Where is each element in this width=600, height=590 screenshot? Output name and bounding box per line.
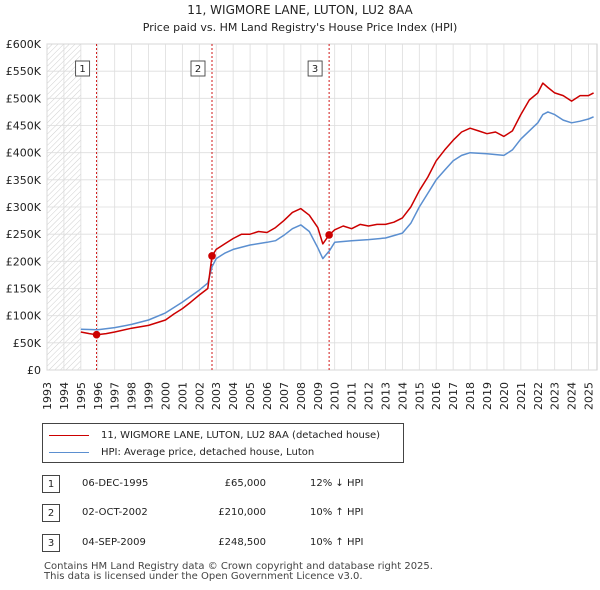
chart-subtitle: Price paid vs. HM Land Registry's House … bbox=[143, 21, 458, 34]
x-tick-label: 2014 bbox=[396, 382, 409, 410]
property-price-line bbox=[80, 82, 594, 336]
x-tick-label: 2019 bbox=[481, 382, 494, 410]
x-tick-label: 2001 bbox=[176, 382, 189, 410]
x-tick-label: 2024 bbox=[566, 382, 579, 410]
sale-label-box bbox=[190, 60, 206, 77]
x-axis: 1993 1994 1995 1996 1997 1998 1999 2000 2001 2002… bbox=[41, 382, 596, 410]
chart-title: 11, WIGMORE LANE, LUTON, LU2 8AA bbox=[187, 3, 413, 17]
x-tick-label: 2006 bbox=[261, 382, 274, 410]
sale-date: 02-OCT-2002 bbox=[82, 507, 148, 518]
x-tick-label: 1998 bbox=[126, 382, 139, 410]
sale-vlines: 1 2 3 bbox=[75, 44, 330, 370]
y-tick-label: £0 bbox=[27, 364, 41, 377]
x-tick-label: 2004 bbox=[227, 382, 240, 410]
x-tick-label: 2016 bbox=[430, 382, 443, 410]
x-tick-label: 2018 bbox=[464, 382, 477, 410]
y-tick-label: £350K bbox=[6, 174, 42, 187]
sale-price: £210,000 bbox=[218, 507, 266, 518]
sale-hpi-diff: 10% ↑ HPI bbox=[310, 507, 364, 518]
y-tick-label: £600K bbox=[6, 38, 42, 51]
x-tick-label: 2003 bbox=[210, 382, 223, 410]
x-tick-label: 2002 bbox=[193, 382, 206, 410]
legend-swatch-hpi bbox=[49, 451, 89, 453]
x-tick-label: 1994 bbox=[58, 382, 71, 410]
sale-date: 04-SEP-2009 bbox=[82, 537, 146, 548]
sale-number-badge: 1 bbox=[42, 475, 60, 493]
legend-label-hpi: HPI: Average price, detached house, Luto… bbox=[101, 446, 315, 458]
x-tick-label: 2008 bbox=[295, 382, 308, 410]
y-axis: £0 £50K £100K £150K £200K £250K £300K £350K £400… bbox=[6, 38, 42, 377]
y-tick-label: £200K bbox=[6, 255, 42, 268]
sale-point bbox=[92, 330, 101, 339]
sale-row: 1 06-DEC-1995 £65,000 12% ↓ HPI bbox=[42, 475, 442, 495]
sale-number-badge: 3 bbox=[42, 534, 60, 552]
footer: Contains HM Land Registry data © Crown c… bbox=[44, 562, 433, 582]
sale-price: £248,500 bbox=[218, 537, 266, 548]
sale-label-box bbox=[75, 60, 91, 77]
x-tick-label: 2009 bbox=[312, 382, 325, 410]
x-tick-label: 2020 bbox=[498, 382, 511, 410]
x-tick-label: 2011 bbox=[346, 382, 359, 410]
legend-item-hpi: HPI: Average price, detached house, Luto… bbox=[49, 444, 314, 460]
legend-item-property: 11, WIGMORE LANE, LUTON, LU2 8AA (detach… bbox=[49, 427, 380, 443]
sale-row: 2 02-OCT-2002 £210,000 10% ↑ HPI bbox=[42, 504, 442, 524]
x-tick-label: 2007 bbox=[278, 382, 291, 410]
x-tick-label: 2015 bbox=[413, 382, 426, 410]
sale-date: 06-DEC-1995 bbox=[82, 478, 149, 489]
x-tick-label: 2000 bbox=[159, 382, 172, 410]
sale-markers bbox=[92, 231, 333, 339]
x-tick-label: 2025 bbox=[583, 382, 596, 410]
price-chart: 11, WIGMORE LANE, LUTON, LU2 8AA Price p… bbox=[6, 3, 598, 410]
y-tick-label: £150K bbox=[6, 283, 42, 296]
x-tick-label: 2022 bbox=[532, 382, 545, 410]
x-tick-label: 1996 bbox=[92, 382, 105, 410]
footer-licence: This data is licensed under the Open Gov… bbox=[44, 571, 363, 582]
x-tick-label: 2017 bbox=[447, 382, 460, 410]
sale-row: 3 04-SEP-2009 £248,500 10% ↑ HPI bbox=[42, 534, 442, 554]
series bbox=[80, 82, 594, 336]
y-tick-label: £400K bbox=[6, 147, 42, 160]
y-tick-label: £500K bbox=[6, 92, 42, 105]
y-tick-label: £550K bbox=[6, 65, 42, 78]
sale-number-badge: 2 bbox=[42, 504, 60, 522]
y-tick-label: £300K bbox=[6, 201, 42, 214]
x-tick-label: 2013 bbox=[379, 382, 392, 410]
grid bbox=[46, 43, 597, 371]
sale-hpi-diff: 12% ↓ HPI bbox=[310, 478, 364, 489]
sale-label-text: 1 bbox=[79, 64, 85, 75]
sale-point bbox=[325, 231, 333, 239]
sale-label-text: 3 bbox=[312, 64, 318, 75]
x-tick-label: 1999 bbox=[143, 382, 156, 410]
sale-price: £65,000 bbox=[224, 478, 266, 489]
legend-label-property: 11, WIGMORE LANE, LUTON, LU2 8AA (detach… bbox=[101, 429, 381, 441]
sale-label-text: 2 bbox=[195, 64, 201, 75]
y-tick-label: £100K bbox=[6, 310, 42, 323]
x-tick-label: 2010 bbox=[329, 382, 342, 410]
x-tick-label: 1997 bbox=[109, 382, 122, 410]
sale-point bbox=[208, 252, 216, 260]
legend: 11, WIGMORE LANE, LUTON, LU2 8AA (detach… bbox=[42, 423, 404, 463]
x-tick-label: 2012 bbox=[363, 382, 376, 410]
y-tick-label: £250K bbox=[6, 228, 42, 241]
x-tick-label: 1995 bbox=[75, 382, 88, 410]
legend-swatch-property bbox=[49, 434, 89, 436]
sale-hpi-diff: 10% ↑ HPI bbox=[310, 537, 364, 548]
y-tick-label: £50K bbox=[13, 337, 42, 350]
x-tick-label: 2005 bbox=[244, 382, 257, 410]
y-tick-label: £450K bbox=[6, 120, 42, 133]
x-tick-label: 1993 bbox=[41, 382, 54, 410]
x-tick-label: 2023 bbox=[549, 382, 562, 410]
x-tick-label: 2021 bbox=[515, 382, 528, 410]
sale-label-box bbox=[307, 60, 323, 77]
footer-copyright: Contains HM Land Registry data © Crown c… bbox=[44, 561, 433, 572]
